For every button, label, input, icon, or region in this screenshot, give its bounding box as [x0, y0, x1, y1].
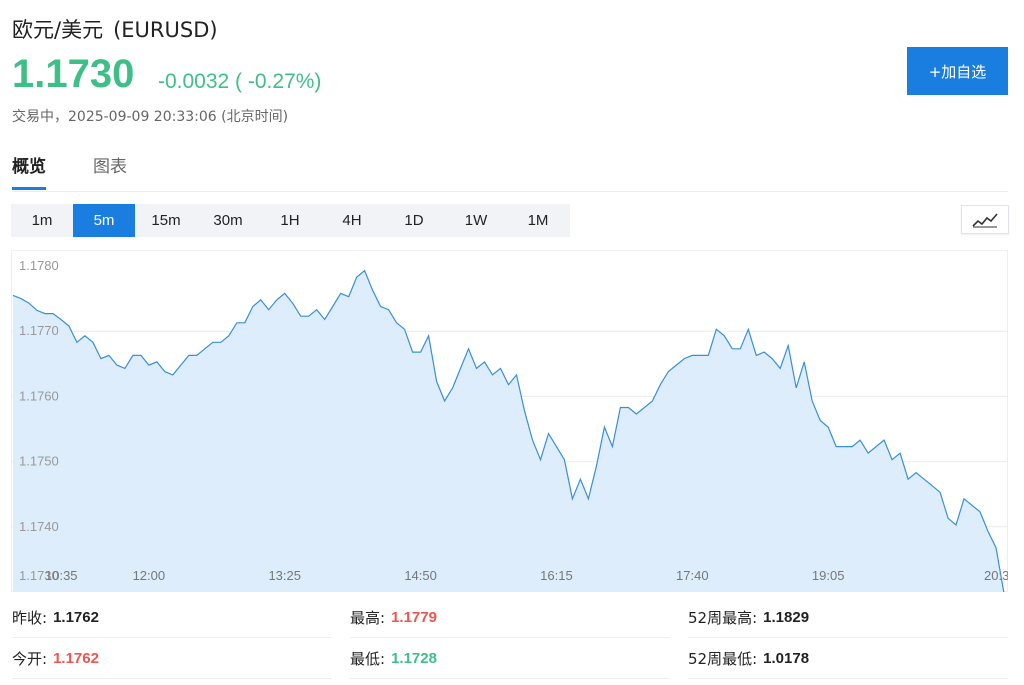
range-1d[interactable]: 1D: [404, 212, 424, 229]
x-tick-label: 20:3: [984, 568, 1008, 583]
stat-value: 1.1728: [391, 650, 437, 667]
tab-bar: 概览 图表: [12, 152, 1008, 192]
x-tick-label: 12:00: [133, 568, 166, 583]
last-price: 1.1730: [12, 52, 135, 96]
range-15m[interactable]: 15m: [151, 212, 181, 229]
trading-status: 交易中，2025-09-09 20:33:06 (北京时间): [12, 109, 289, 125]
x-tick-label: 17:40: [676, 568, 709, 583]
y-tick-label: 1.1740: [19, 519, 59, 534]
stat-52w-low: 52周最低: 1.0178: [688, 639, 1008, 679]
tab-overview[interactable]: 概览: [12, 152, 46, 190]
time-range-selector: 1m 5m 15m 30m 1H 4H 1D 1W 1M: [11, 204, 570, 237]
chart-type-button[interactable]: [961, 205, 1009, 234]
stat-prev-close: 昨收: 1.1762: [12, 598, 332, 638]
stat-label: 52周最低:: [688, 650, 758, 668]
y-tick-label: 1.1780: [19, 258, 59, 273]
range-1m[interactable]: 1m: [31, 212, 53, 229]
range-30m[interactable]: 30m: [213, 212, 243, 229]
range-1h[interactable]: 1H: [280, 212, 300, 229]
x-tick-label: 16:15: [540, 568, 573, 583]
line-chart-icon: [972, 212, 998, 227]
range-5m[interactable]: 5m: [73, 204, 135, 237]
price-area: [13, 270, 1004, 592]
y-tick-label: 1.1770: [19, 323, 59, 338]
x-tick-label: 13:25: [268, 568, 301, 583]
add-to-watchlist-button[interactable]: +加自选: [907, 47, 1008, 95]
y-tick-label: 1.1760: [19, 388, 59, 403]
stat-value: 1.1762: [53, 650, 99, 667]
x-tick-label: 10:35: [45, 568, 78, 583]
instrument-symbol: (EURUSD): [113, 18, 218, 42]
range-4h[interactable]: 4H: [342, 212, 362, 229]
stat-low: 最低: 1.1728: [350, 639, 670, 679]
stat-label: 今开:: [12, 650, 48, 668]
range-1w[interactable]: 1W: [464, 212, 488, 229]
stat-label: 最高:: [350, 609, 386, 627]
x-tick-label: 14:50: [404, 568, 437, 583]
stat-value: 1.1762: [53, 609, 99, 626]
instrument-title: 欧元/美元 (EURUSD): [12, 14, 218, 44]
price-chart[interactable]: 1.1780 1.1770 1.1760 1.1750 1.1740 1.173010:3…: [11, 250, 1008, 592]
x-tick-label: 19:05: [812, 568, 845, 583]
stat-label: 最低:: [350, 650, 386, 668]
tab-chart[interactable]: 图表: [93, 157, 127, 177]
y-tick-label: 1.1750: [19, 454, 59, 469]
stat-label: 52周最高:: [688, 609, 758, 627]
stat-value: 1.0178: [763, 650, 810, 667]
y-tick-label: 1.1730: [19, 568, 59, 583]
instrument-name: 欧元/美元: [12, 18, 104, 42]
price-change: -0.0032 ( -0.27%): [158, 70, 322, 93]
price-line: [12, 269, 1005, 592]
stat-open: 今开: 1.1762: [12, 639, 332, 679]
stat-high: 最高: 1.1779: [350, 598, 670, 638]
stat-value: 1.1829: [763, 609, 810, 626]
stat-label: 昨收:: [12, 609, 48, 627]
stat-52w-high: 52周最高: 1.1829: [688, 598, 1008, 638]
range-1mo[interactable]: 1M: [527, 212, 549, 229]
stat-value: 1.1779: [391, 609, 437, 626]
